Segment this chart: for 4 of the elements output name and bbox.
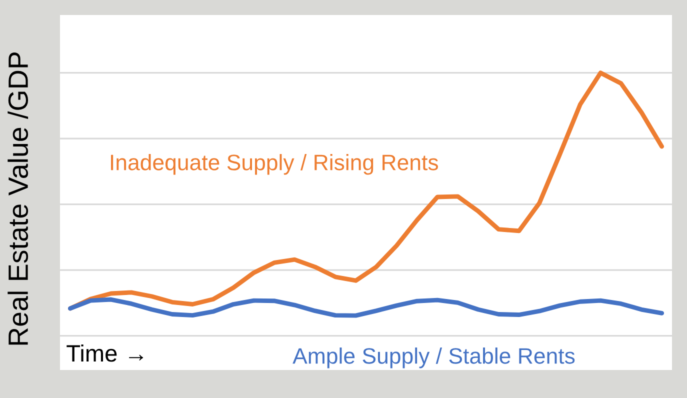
- series-label: Inadequate Supply / Rising Rents: [111, 154, 438, 175]
- x-axis-title: Time →: [66, 344, 144, 362]
- y-axis-title: Real Estate Value /GDP: [8, 52, 28, 345]
- series-label: Ample Supply / Stable Rents: [292, 348, 575, 368]
